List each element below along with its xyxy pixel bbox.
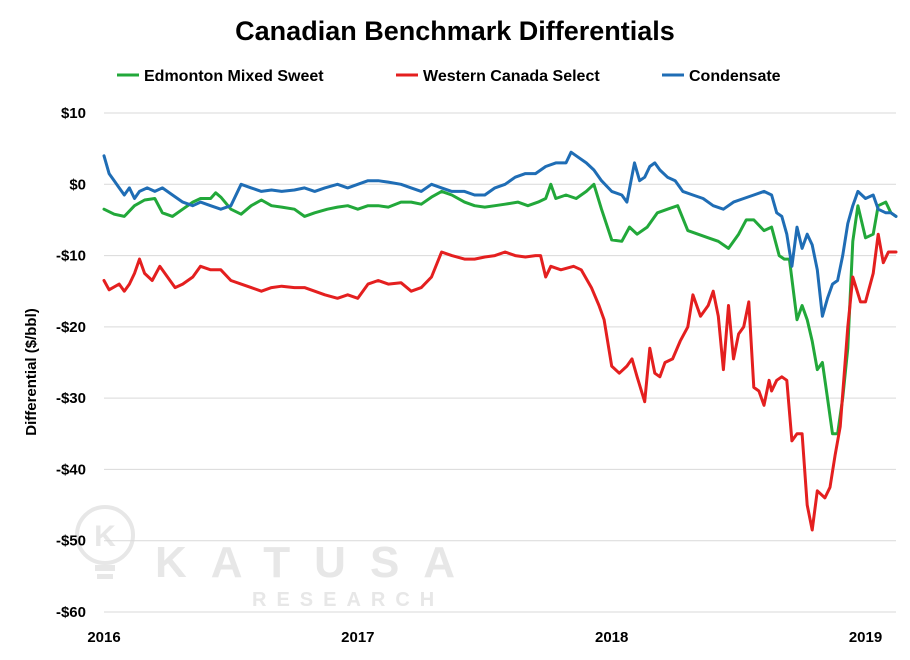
y-tick-label: -$60 — [56, 604, 86, 621]
y-tick-label: -$30 — [56, 390, 86, 407]
y-axis-title: Differential ($/bbl) — [23, 308, 40, 436]
legend-label: Western Canada Select — [423, 68, 600, 85]
x-tick-label: 2018 — [595, 629, 628, 646]
y-axis-ticks: $10 $0 -$10 -$20 -$30 -$40 -$50 -$60 — [56, 105, 86, 621]
series-lines — [102, 150, 898, 532]
watermark-logo-letter: K — [94, 520, 116, 553]
y-tick-label: -$20 — [56, 319, 86, 336]
series-line-condensate — [102, 150, 898, 318]
gridlines — [104, 112, 896, 613]
legend-item-edmonton-mixed-sweet: Edmonton Mixed Sweet — [117, 68, 324, 85]
x-axis-ticks: 2016 2017 2018 2019 — [87, 629, 882, 646]
y-tick-label: -$10 — [56, 248, 86, 265]
series-line-western-canada-select — [102, 232, 898, 532]
lightbulb-logo-icon: K — [75, 505, 135, 579]
y-tick-label: $10 — [61, 105, 86, 122]
series-line-edmonton-mixed-sweet — [102, 182, 898, 436]
y-tick-label: $0 — [69, 176, 86, 193]
chart-legend: Edmonton Mixed Sweet Western Canada Selec… — [117, 68, 781, 85]
katusa-watermark: K KATUSA RESEARCH — [75, 505, 479, 611]
legend-label: Condensate — [689, 68, 781, 85]
x-tick-label: 2017 — [341, 629, 374, 646]
y-tick-label: -$40 — [56, 461, 86, 478]
chart-title: Canadian Benchmark Differentials — [235, 16, 675, 46]
legend-item-condensate: Condensate — [662, 68, 781, 85]
y-tick-label: -$50 — [56, 533, 86, 550]
legend-label: Edmonton Mixed Sweet — [144, 68, 324, 85]
watermark-subtitle: RESEARCH — [252, 589, 444, 611]
x-tick-label: 2016 — [87, 629, 120, 646]
x-tick-label: 2019 — [849, 629, 882, 646]
legend-item-western-canada-select: Western Canada Select — [396, 68, 600, 85]
watermark-brand: KATUSA — [155, 538, 479, 587]
